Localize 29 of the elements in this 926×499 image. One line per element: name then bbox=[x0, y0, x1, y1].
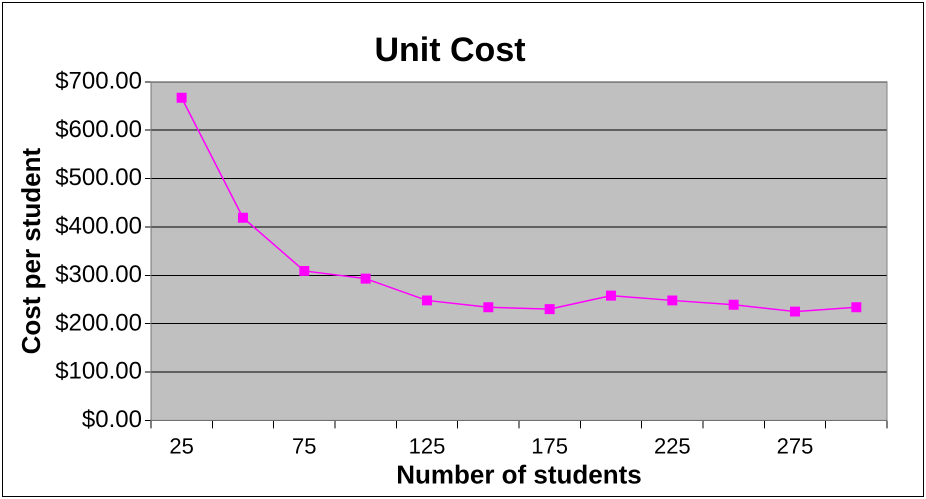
point bbox=[422, 295, 432, 306]
point bbox=[544, 304, 555, 314]
x-tick-label: 225 bbox=[654, 434, 691, 459]
y-tick-label: $300.00 bbox=[55, 260, 142, 288]
x-tick-label: 25 bbox=[169, 434, 194, 459]
point bbox=[176, 92, 187, 103]
x-tick-label: 125 bbox=[408, 434, 446, 459]
y-tick-label: $400.00 bbox=[55, 212, 142, 240]
y-tick-label: $200.00 bbox=[55, 309, 142, 336]
y-tick-label: $0.00 bbox=[82, 406, 142, 434]
point bbox=[483, 302, 494, 312]
point bbox=[238, 212, 248, 223]
x-tick-label: 75 bbox=[292, 434, 317, 459]
point bbox=[360, 274, 371, 284]
x-tick-label: 175 bbox=[531, 434, 568, 459]
point bbox=[790, 306, 800, 317]
x-tick-label: 275 bbox=[776, 434, 814, 459]
point bbox=[851, 302, 862, 312]
point bbox=[728, 300, 739, 310]
y-tick-label: $500.00 bbox=[55, 164, 142, 192]
y-tick-label: $100.00 bbox=[55, 358, 142, 385]
chart-title: Unit Cost bbox=[374, 30, 526, 69]
point bbox=[606, 290, 616, 301]
point bbox=[299, 266, 310, 276]
point bbox=[667, 295, 678, 306]
y-axis-title: Cost per student bbox=[16, 147, 46, 354]
x-axis-title: Number of students bbox=[396, 460, 642, 490]
y-tick-label: $700.00 bbox=[55, 67, 142, 94]
y-tick-label: $600.00 bbox=[55, 116, 142, 143]
